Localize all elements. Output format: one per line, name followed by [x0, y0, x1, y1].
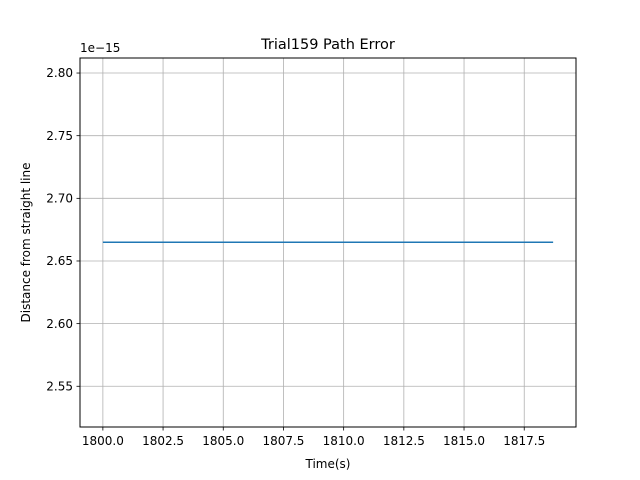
plot-frame — [79, 57, 577, 428]
x-tick-label: 1802.5 — [142, 434, 184, 448]
x-tick-label: 1807.5 — [262, 434, 304, 448]
x-tick-label: 1817.5 — [503, 434, 545, 448]
y-axis-offset-label: 1e−15 — [80, 41, 120, 55]
x-axis-label: Time(s) — [305, 457, 351, 471]
x-tick-label: 1810.0 — [323, 434, 365, 448]
y-tick-label: 2.70 — [46, 192, 73, 206]
x-tick-label: 1815.0 — [443, 434, 485, 448]
y-tick-label: 2.55 — [46, 379, 73, 393]
y-axis-label: Distance from straight line — [19, 162, 33, 322]
y-tick-label: 2.75 — [46, 129, 73, 143]
x-tick-label: 1812.5 — [383, 434, 425, 448]
y-tick-label: 2.80 — [46, 66, 73, 80]
x-tick-label: 1800.0 — [82, 434, 124, 448]
x-tick-label: 1805.0 — [202, 434, 244, 448]
y-tick-label: 2.60 — [46, 317, 73, 331]
chart-title: Trial159 Path Error — [260, 37, 395, 53]
y-axis-ticks: 2.55 2.60 2.65 2.70 2.75 2.80 — [46, 66, 80, 393]
y-tick-label: 2.65 — [46, 254, 73, 268]
x-axis-ticks: 1800.0 1802.5 1805.0 1807.5 1810.0 1812.5 1815… — [82, 427, 545, 448]
